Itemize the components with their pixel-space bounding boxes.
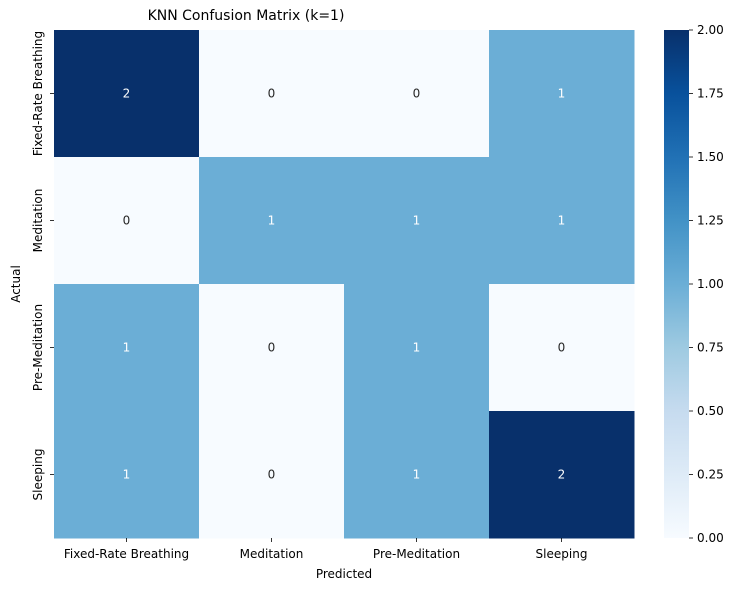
cell-value-labels: 2 0 0 1 0 1 1 1 1 0 1 0 1 0 1 2 bbox=[123, 87, 566, 482]
x-axis-label: Predicted bbox=[316, 567, 372, 581]
cell-value-label: 2 bbox=[558, 468, 566, 482]
y-tick-label: Meditation bbox=[31, 189, 45, 253]
y-tick-label: Pre-Meditation bbox=[31, 304, 45, 391]
colorbar-tick-label: 1.25 bbox=[697, 214, 724, 228]
x-tick-label: Sleeping bbox=[536, 547, 588, 561]
cell-value-label: 1 bbox=[558, 87, 566, 101]
y-tick-labels: Fixed-Rate Breathing Meditation Pre-Medita… bbox=[31, 31, 54, 501]
cell-value-label: 0 bbox=[268, 87, 276, 101]
y-tick-label: Fixed-Rate Breathing bbox=[31, 31, 45, 156]
heatmap-cell bbox=[344, 157, 490, 285]
cell-value-label: 2 bbox=[123, 87, 131, 101]
heatmap-cell bbox=[344, 30, 490, 158]
heatmap-cell bbox=[54, 284, 200, 412]
cell-value-label: 1 bbox=[413, 214, 421, 228]
x-tick-label: Pre-Meditation bbox=[373, 547, 460, 561]
x-tick-labels: Fixed-Rate Breathing Meditation Pre-Medita… bbox=[64, 538, 588, 561]
heatmap-cell bbox=[199, 411, 345, 539]
heatmap-cell bbox=[54, 30, 200, 158]
heatmap-cell bbox=[344, 411, 490, 539]
cell-value-label: 1 bbox=[123, 468, 131, 482]
cell-value-label: 0 bbox=[268, 341, 276, 355]
x-tick-label: Fixed-Rate Breathing bbox=[64, 547, 189, 561]
cell-value-label: 1 bbox=[413, 468, 421, 482]
heatmap-cell bbox=[54, 157, 200, 285]
cell-value-label: 1 bbox=[268, 214, 276, 228]
chart-title: KNN Confusion Matrix (k=1) bbox=[148, 8, 345, 24]
x-tick-label: Meditation bbox=[240, 547, 304, 561]
y-axis-label: Actual bbox=[9, 265, 23, 303]
heatmap-cell bbox=[489, 30, 635, 158]
colorbar-tick-label: 1.50 bbox=[697, 150, 724, 164]
cell-value-label: 1 bbox=[123, 341, 131, 355]
y-tick-label: Sleeping bbox=[31, 449, 45, 501]
heatmap-cell bbox=[344, 284, 490, 412]
cell-value-label: 1 bbox=[413, 341, 421, 355]
heatmap-cell bbox=[54, 411, 200, 539]
colorbar-tick-label: 1.75 bbox=[697, 87, 724, 101]
colorbar-tick-labels: 0.00 0.25 0.50 0.75 1.00 1.25 1.50 1.75 2.00 bbox=[689, 23, 724, 545]
heatmap-cell bbox=[489, 411, 635, 539]
heatmap-cell bbox=[199, 30, 345, 158]
heatmap-cell bbox=[199, 157, 345, 285]
colorbar-tick-label: 1.00 bbox=[697, 277, 724, 291]
cell-value-label: 0 bbox=[413, 87, 421, 101]
heatmap-cell bbox=[199, 284, 345, 412]
colorbar-tick-label: 0.25 bbox=[697, 468, 724, 482]
heatmap-cell bbox=[489, 284, 635, 412]
colorbar-tick-label: 2.00 bbox=[697, 23, 724, 37]
cell-value-label: 0 bbox=[558, 341, 566, 355]
colorbar-tick-label: 0.75 bbox=[697, 341, 724, 355]
cell-value-label: 0 bbox=[123, 214, 131, 228]
colorbar bbox=[664, 30, 689, 538]
heatmap-cells bbox=[54, 30, 635, 539]
colorbar-tick-label: 0.50 bbox=[697, 404, 724, 418]
cell-value-label: 0 bbox=[268, 468, 276, 482]
colorbar-tick-label: 0.00 bbox=[697, 531, 724, 545]
heatmap-cell bbox=[489, 157, 635, 285]
cell-value-label: 1 bbox=[558, 214, 566, 228]
